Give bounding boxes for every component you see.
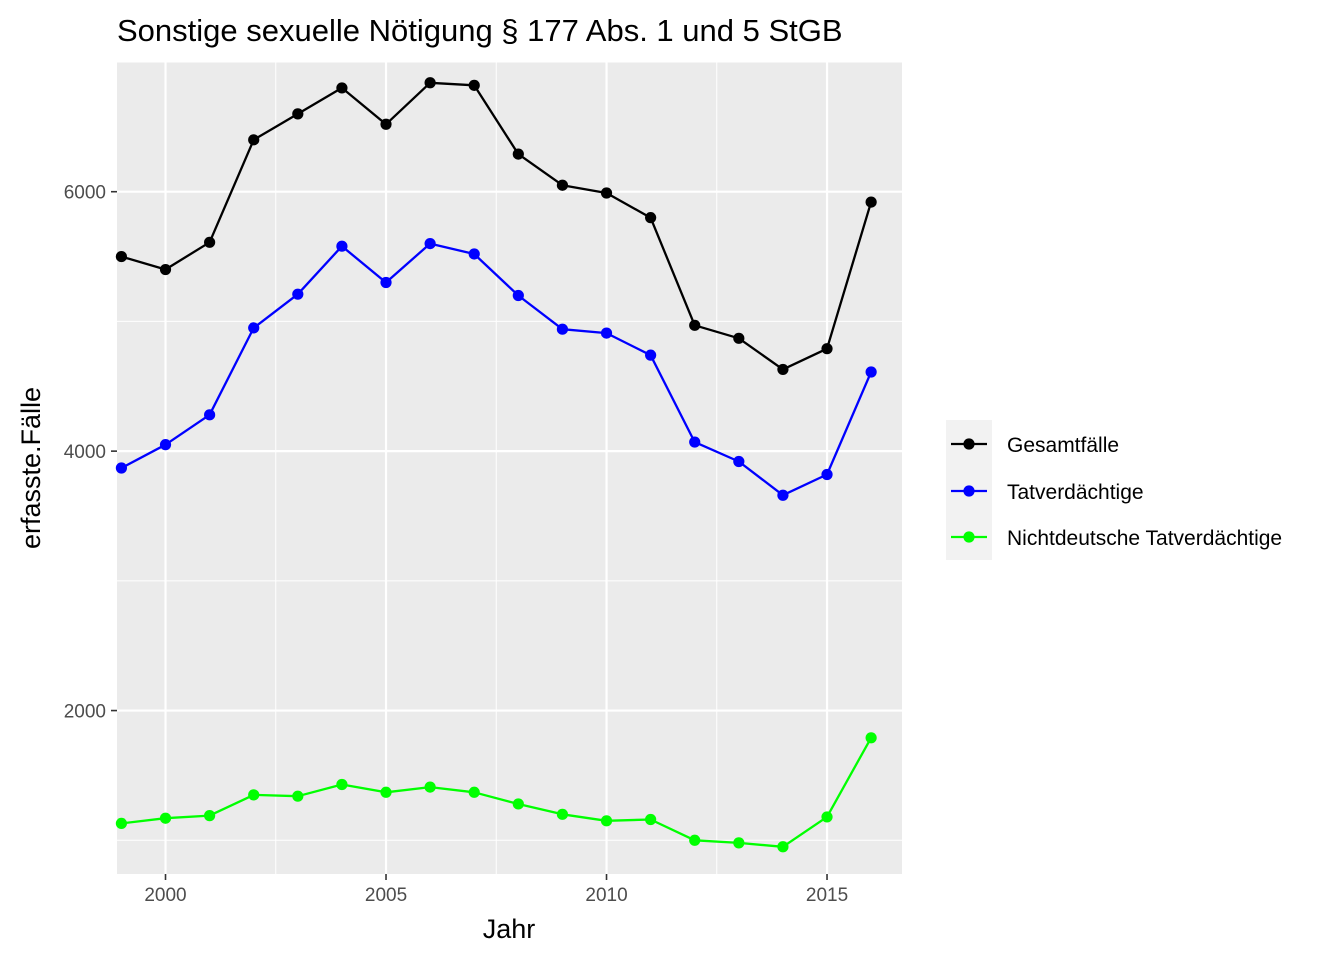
- legend-marker: [963, 438, 975, 450]
- data-point: [468, 79, 480, 91]
- legend-label: Tatverdächtige: [1007, 481, 1144, 504]
- legend-label: Gesamtfälle: [1007, 434, 1119, 457]
- data-point: [380, 118, 392, 130]
- data-point: [204, 236, 216, 248]
- data-point: [865, 732, 877, 744]
- data-point: [248, 789, 260, 801]
- data-point: [380, 276, 392, 289]
- x-axis-title: Jahr: [483, 914, 536, 944]
- y-axis-title: erfasste.Fälle: [16, 387, 46, 549]
- series-0: [115, 77, 877, 376]
- data-point: [689, 319, 701, 331]
- y-tick-label: 2000: [64, 702, 106, 723]
- data-point: [821, 343, 833, 355]
- data-point: [689, 834, 701, 846]
- legend-item: Tatverdächtige: [951, 481, 1144, 504]
- y-tick-label: 6000: [64, 183, 106, 204]
- data-point: [556, 323, 569, 335]
- legend: Gesamtfälle Tatverdächtige Nichtdeutsche T…: [946, 420, 1282, 560]
- data-point: [556, 808, 569, 820]
- legend-marker: [963, 485, 975, 497]
- legend-label: Nichtdeutsche Tatverdächtige: [1007, 527, 1282, 550]
- data-point: [556, 179, 569, 191]
- data-point: [292, 790, 304, 802]
- x-tick-label: 2000: [144, 885, 186, 906]
- data-point: [512, 289, 524, 302]
- series-2: [115, 732, 877, 853]
- data-point: [336, 778, 348, 791]
- y-axis: 2000 4000 6000: [64, 183, 117, 723]
- data-point: [645, 813, 657, 826]
- data-point: [248, 134, 260, 146]
- data-point: [777, 363, 789, 376]
- data-point: [115, 817, 128, 830]
- legend-item: Gesamtfälle: [951, 434, 1119, 457]
- data-point: [115, 250, 128, 263]
- plot-panel: [117, 62, 902, 874]
- x-tick-label: 2005: [365, 885, 407, 906]
- data-point: [512, 798, 524, 810]
- data-point: [424, 781, 436, 793]
- series-line: [121, 81, 873, 371]
- data-point: [865, 366, 877, 378]
- legend-marker: [963, 531, 975, 543]
- data-point: [248, 322, 260, 334]
- legend-item: Nichtdeutsche Tatverdächtige: [951, 527, 1282, 550]
- data-point: [821, 468, 833, 481]
- series-line: [120, 242, 873, 497]
- y-tick-label: 4000: [64, 442, 106, 463]
- data-point: [865, 196, 877, 208]
- data-point: [821, 811, 833, 823]
- data-point: [733, 332, 745, 344]
- data-point: [468, 786, 480, 798]
- chart-title: Sonstige sexuelle Nötigung § 177 Abs. 1 …: [117, 13, 843, 48]
- data-point: [733, 455, 745, 468]
- data-point: [645, 212, 657, 224]
- data-point: [512, 148, 524, 160]
- data-point: [292, 108, 304, 120]
- data-point: [777, 841, 789, 853]
- data-point: [424, 77, 436, 89]
- series-layer: [115, 77, 877, 853]
- x-tick-label: 2010: [585, 885, 627, 906]
- minor-gridlines: [117, 61, 902, 874]
- data-point: [600, 815, 613, 827]
- data-point: [204, 810, 216, 822]
- data-point: [645, 349, 657, 361]
- data-point: [468, 248, 480, 260]
- data-point: [733, 837, 745, 849]
- data-point: [380, 786, 392, 798]
- data-point: [159, 812, 172, 824]
- x-tick-label: 2015: [806, 885, 848, 906]
- data-point: [777, 489, 789, 501]
- data-point: [336, 240, 348, 252]
- data-point: [689, 436, 701, 448]
- data-point: [600, 187, 613, 199]
- data-point: [336, 82, 348, 94]
- data-point: [204, 409, 216, 421]
- data-point: [292, 288, 304, 300]
- data-point: [600, 327, 613, 339]
- data-point: [159, 263, 172, 276]
- major-gridlines: [117, 62, 902, 874]
- data-point: [159, 439, 172, 451]
- series-1: [115, 237, 877, 501]
- series-line: [121, 737, 873, 848]
- data-point: [115, 462, 128, 474]
- data-point: [424, 237, 436, 250]
- x-axis: 2000 2005 2010 2015: [144, 874, 848, 906]
